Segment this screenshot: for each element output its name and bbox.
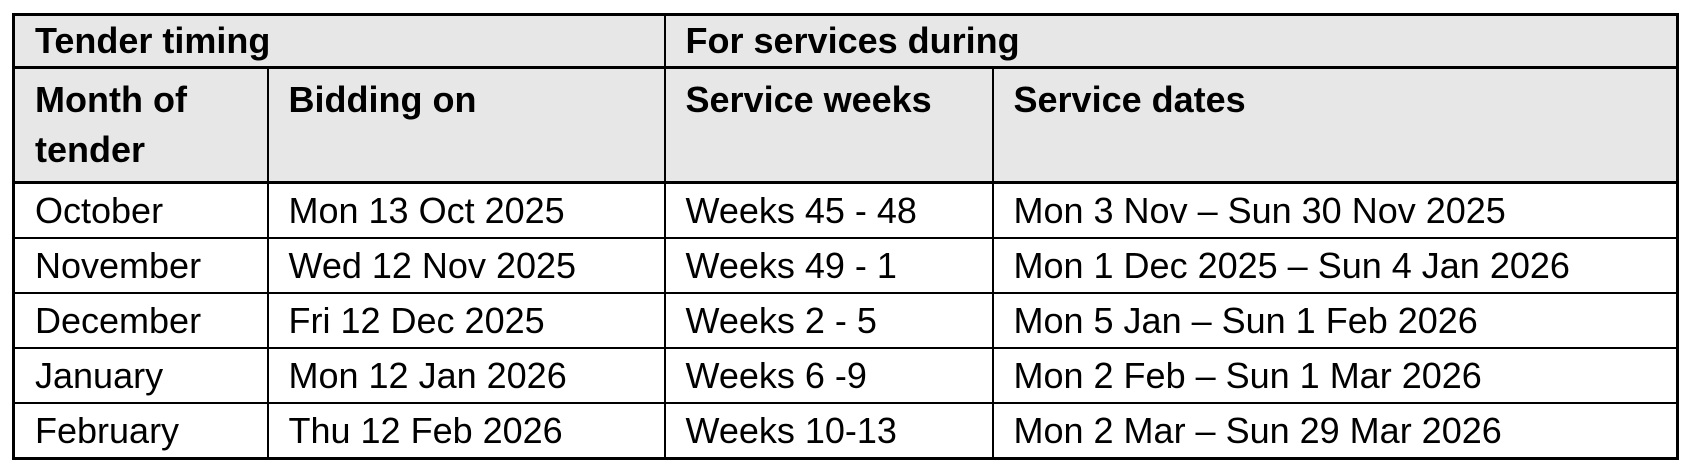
cell-month: January	[12, 347, 269, 404]
table-row-february: February Thu 12 Feb 2026 Weeks 10-13 Mon…	[12, 402, 1679, 460]
cell-month: November	[12, 237, 269, 294]
cell-bidding-on: Wed 12 Nov 2025	[266, 237, 666, 294]
table-row-october: October Mon 13 Oct 2025 Weeks 45 - 48 Mo…	[12, 181, 1679, 239]
cell-service-dates: Mon 3 Nov – Sun 30 Nov 2025	[991, 181, 1679, 239]
cell-month: December	[12, 292, 269, 349]
cell-month: February	[12, 402, 269, 460]
cell-service-weeks: Weeks 6 -9	[663, 347, 994, 404]
cell-service-dates: Mon 5 Jan – Sun 1 Feb 2026	[991, 292, 1679, 349]
cell-bidding-on: Mon 13 Oct 2025	[266, 181, 666, 239]
header-group-tender-timing: Tender timing	[12, 13, 666, 69]
cell-service-dates: Mon 2 Mar – Sun 29 Mar 2026	[991, 402, 1679, 460]
cell-service-weeks: Weeks 10-13	[663, 402, 994, 460]
cell-bidding-on: Thu 12 Feb 2026	[266, 402, 666, 460]
cell-service-dates: Mon 2 Feb – Sun 1 Mar 2026	[991, 347, 1679, 404]
column-header-row: Month of tender Bidding on Service weeks…	[12, 66, 1679, 184]
cell-bidding-on: Fri 12 Dec 2025	[266, 292, 666, 349]
cell-bidding-on: Mon 12 Jan 2026	[266, 347, 666, 404]
table-row-november: November Wed 12 Nov 2025 Weeks 49 - 1 Mo…	[12, 237, 1679, 294]
column-header-service-dates: Service dates	[991, 66, 1679, 184]
cell-month: October	[12, 181, 269, 239]
column-header-bidding-on: Bidding on	[266, 66, 666, 184]
table-row-january: January Mon 12 Jan 2026 Weeks 6 -9 Mon 2…	[12, 347, 1679, 404]
header-group-for-services-during: For services during	[663, 13, 1679, 69]
header-group-row: Tender timing For services during	[12, 13, 1679, 69]
column-header-service-weeks: Service weeks	[663, 66, 994, 184]
cell-service-weeks: Weeks 45 - 48	[663, 181, 994, 239]
table-row-december: December Fri 12 Dec 2025 Weeks 2 - 5 Mon…	[12, 292, 1679, 349]
column-header-month-of-tender: Month of tender	[12, 66, 269, 184]
cell-service-weeks: Weeks 2 - 5	[663, 292, 994, 349]
tender-timing-table: Tender timing For services during Month …	[12, 13, 1680, 460]
cell-service-dates: Mon 1 Dec 2025 – Sun 4 Jan 2026	[991, 237, 1679, 294]
cell-service-weeks: Weeks 49 - 1	[663, 237, 994, 294]
